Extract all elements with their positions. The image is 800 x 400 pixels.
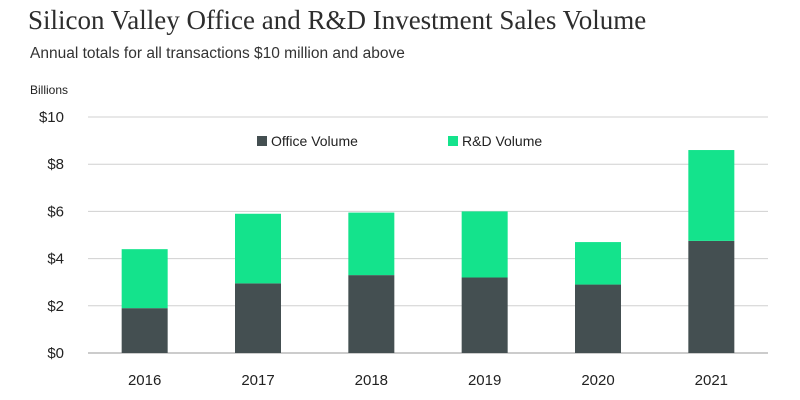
y-tick-label: $6 xyxy=(47,203,64,220)
y-tick-label: $2 xyxy=(47,298,64,315)
legend: Office Volume R&D Volume xyxy=(257,133,542,149)
bar-office-volume-2017 xyxy=(235,283,281,353)
bar-office-volume-2020 xyxy=(575,284,621,353)
bar-r-d-volume-2018 xyxy=(348,212,395,276)
bar-office-volume-2016 xyxy=(121,308,168,353)
x-tick-label: 2020 xyxy=(581,372,614,389)
chart-subtitle: Annual totals for all transactions $10 m… xyxy=(30,45,405,62)
legend-item-office-volume: Office Volume xyxy=(257,133,358,149)
bar-r-d-volume-2021 xyxy=(688,150,735,241)
legend-label: Office Volume xyxy=(271,133,358,149)
y-tick-label: $8 xyxy=(47,156,64,173)
y-axis-ticks: $0 $2 $4 $6 $8 $10 xyxy=(39,109,64,362)
y-tick-label: $4 xyxy=(47,251,64,268)
x-tick-label: 2017 xyxy=(241,372,274,389)
legend-swatch xyxy=(448,136,458,146)
x-axis-ticks: 2016 2017 2018 2019 2020 2021 xyxy=(128,372,728,389)
legend-item-r-d-volume: R&D Volume xyxy=(448,133,542,149)
bar-group-2016 xyxy=(121,249,168,353)
chart-title: Silicon Valley Office and R&D Investment… xyxy=(28,5,647,35)
bar-office-volume-2021 xyxy=(688,240,735,353)
x-tick-label: 2016 xyxy=(128,372,161,389)
bar-group-2019 xyxy=(461,211,508,353)
gridlines xyxy=(88,116,768,354)
x-tick-label: 2021 xyxy=(695,372,728,389)
legend-label: R&D Volume xyxy=(462,133,542,149)
bar-office-volume-2019 xyxy=(461,277,508,353)
bar-r-d-volume-2017 xyxy=(235,213,281,284)
bar-group-2021 xyxy=(688,150,735,353)
bar-group-2017 xyxy=(235,213,281,353)
bars xyxy=(121,150,735,353)
x-tick-label: 2019 xyxy=(468,372,501,389)
bar-group-2018 xyxy=(348,212,395,353)
y-axis-unit-label: Billions xyxy=(30,83,69,97)
bar-r-d-volume-2019 xyxy=(461,211,508,278)
bar-group-2020 xyxy=(575,242,621,353)
legend-swatch xyxy=(257,136,267,146)
bar-r-d-volume-2020 xyxy=(575,242,621,285)
bar-r-d-volume-2016 xyxy=(121,249,168,309)
y-tick-label: $0 xyxy=(47,345,64,362)
x-tick-label: 2018 xyxy=(355,372,388,389)
bar-office-volume-2018 xyxy=(348,275,395,353)
y-tick-label: $10 xyxy=(39,109,64,126)
